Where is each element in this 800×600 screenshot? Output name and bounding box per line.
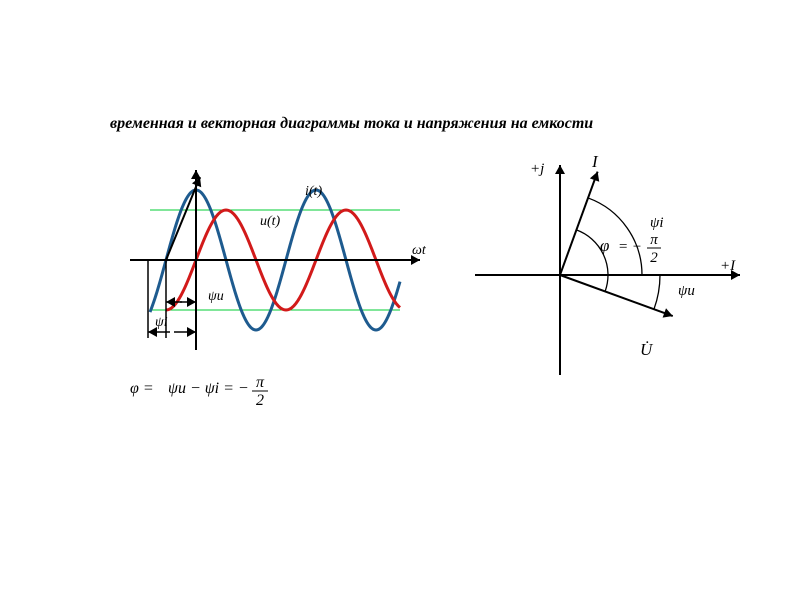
svg-text:π: π [650, 232, 658, 248]
svg-text:ψi: ψi [650, 215, 663, 231]
vector-diagram: +j +I İ U̇ ψi ψu φ = − π 2 [470, 155, 760, 395]
time-diagram: i(t) u(t) ωt ψu ψi φ = ψu − ψi = − π2 [100, 165, 440, 410]
vector-diagram-svg: +j +I İ U̇ ψi ψu φ = − π 2 [470, 155, 760, 390]
u-vector-label: U̇ [640, 340, 654, 359]
svg-text:ψu − ψi = −: ψu − ψi = − [168, 380, 249, 397]
svg-text:ψu: ψu [208, 289, 224, 304]
svg-text:φ =: φ = [130, 380, 154, 397]
arc-psi-i [588, 198, 642, 275]
svg-text:i(t): i(t) [305, 184, 322, 199]
svg-text:+j: +j [530, 161, 544, 177]
page-title: временная и векторная диаграммы тока и н… [110, 115, 593, 133]
svg-text:u(t): u(t) [260, 214, 281, 229]
phi-label: φ = − π 2 [600, 232, 661, 266]
svg-text:2: 2 [256, 392, 264, 405]
svg-text:2: 2 [650, 250, 658, 266]
arc-psi-u [654, 275, 660, 309]
svg-text:φ: φ [600, 236, 609, 255]
svg-text:+I: +I [720, 258, 736, 274]
svg-text:ψi: ψi [155, 315, 168, 330]
phase-formula: φ = ψu − ψi = − π2 [130, 374, 268, 405]
time-diagram-svg: i(t) u(t) ωt ψu ψi φ = ψu − ψi = − π2 [100, 165, 440, 405]
i-vector-label: İ [591, 155, 599, 171]
svg-text:= −: = − [618, 239, 642, 255]
svg-text:ωt: ωt [412, 243, 427, 258]
svg-text:π: π [256, 374, 265, 391]
svg-text:ψu: ψu [678, 283, 695, 299]
